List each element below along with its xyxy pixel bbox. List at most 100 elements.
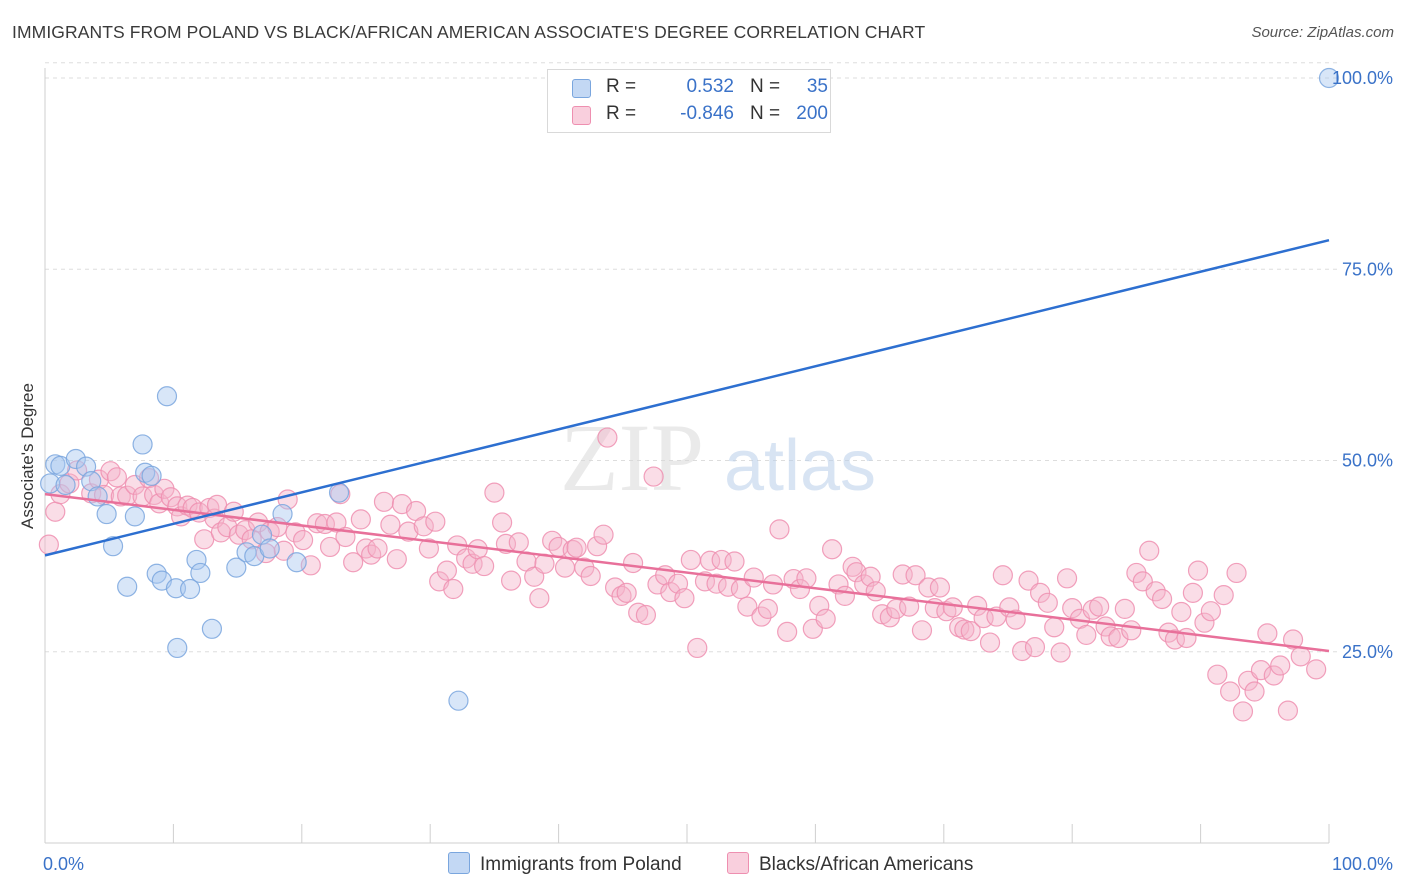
trend-line-poland — [44, 238, 1330, 557]
black-point-109 — [724, 551, 745, 572]
poland-point-8 — [96, 503, 117, 525]
black-point-65 — [443, 578, 464, 600]
black-point-105 — [700, 550, 721, 571]
black-point-182 — [1187, 560, 1209, 581]
black-point-117 — [777, 621, 798, 642]
legend-r-label: R = — [606, 76, 637, 97]
black-point-95 — [635, 604, 657, 626]
black-point-61 — [418, 538, 440, 559]
chart-title: IMMIGRANTS FROM POLAND VS BLACK/AFRICAN … — [12, 22, 926, 42]
black-point-167 — [1095, 616, 1116, 637]
black-point-124 — [821, 539, 843, 560]
black-point-60 — [413, 516, 434, 537]
black-point-89 — [597, 427, 618, 448]
black-point-86 — [580, 565, 601, 587]
black-point-161 — [1056, 568, 1078, 589]
trend-lines — [44, 238, 1330, 653]
black-point-160 — [1050, 642, 1071, 663]
black-point-189 — [1232, 701, 1254, 722]
black-point-199 — [1306, 659, 1327, 680]
black-point-184 — [1200, 601, 1221, 622]
black-point-197 — [1282, 629, 1304, 650]
trend-line-black — [44, 492, 1330, 653]
black-point-1 — [45, 501, 66, 522]
black-point-176 — [1151, 588, 1173, 610]
black-point-102 — [680, 549, 701, 571]
black-point-154 — [1012, 640, 1033, 662]
black-point-107 — [711, 549, 732, 571]
axes — [44, 68, 1330, 844]
black-point-171 — [1121, 620, 1142, 641]
black-point-191 — [1244, 681, 1265, 702]
series-legend-label-poland: Immigrants from Poland — [480, 854, 682, 875]
black-point-158 — [1037, 592, 1058, 613]
black-point-159 — [1044, 617, 1065, 638]
black-point-181 — [1182, 582, 1203, 603]
black-point-88 — [593, 524, 614, 545]
black-point-94 — [628, 602, 649, 623]
black-point-80 — [542, 530, 563, 551]
black-point-58 — [398, 521, 419, 542]
black-point-62 — [425, 511, 446, 532]
poland-point-18 — [165, 578, 187, 599]
black-point-54 — [373, 491, 395, 512]
black-point-168 — [1100, 626, 1121, 647]
legend-r-value: 0.532 — [686, 76, 734, 97]
black-point-92 — [616, 582, 637, 603]
black-point-139 — [918, 577, 939, 598]
black-point-28 — [210, 522, 232, 543]
black-point-122 — [809, 595, 830, 616]
watermark: ZIP atlas — [560, 404, 876, 511]
black-point-74 — [500, 570, 522, 591]
black-point-8 — [100, 461, 121, 482]
legend-n-label: N = — [750, 103, 781, 124]
y-tick-label-3: 100.0% — [1332, 68, 1393, 88]
black-point-47 — [330, 484, 351, 505]
black-point-6 — [88, 469, 110, 490]
black-point-78 — [529, 588, 550, 609]
black-point-52 — [361, 544, 382, 565]
black-point-10 — [110, 486, 131, 507]
poland-point-19 — [167, 637, 188, 659]
black-point-174 — [1139, 540, 1160, 561]
black-point-120 — [796, 568, 817, 589]
black-point-50 — [350, 509, 371, 530]
black-point-183 — [1194, 612, 1215, 633]
black-point-112 — [743, 567, 764, 588]
legend-n-value: 35 — [806, 76, 828, 97]
black-point-82 — [554, 557, 576, 578]
black-point-193 — [1257, 623, 1278, 644]
poland-point-9 — [102, 536, 124, 557]
correlation-legend: R = 0.532 N = 35 R = -0.846 N = 200 — [547, 69, 831, 133]
black-point-179 — [1171, 601, 1192, 623]
black-point-70 — [474, 555, 495, 577]
black-point-106 — [706, 573, 727, 594]
black-point-153 — [1005, 609, 1026, 630]
black-point-125 — [828, 574, 849, 595]
black-point-136 — [899, 596, 920, 617]
black-point-155 — [1018, 570, 1039, 591]
legend-swatch-black — [572, 106, 591, 125]
poland-point-7 — [87, 486, 108, 507]
watermark-atlas: atlas — [724, 426, 876, 506]
black-point-114 — [757, 598, 778, 620]
poland-point-4 — [65, 448, 86, 470]
black-point-127 — [842, 556, 863, 577]
black-point-196 — [1277, 700, 1299, 721]
legend-n-label: N = — [750, 76, 781, 97]
black-point-146 — [960, 620, 981, 642]
legend-r-label: R = — [606, 103, 637, 124]
black-point-194 — [1263, 665, 1284, 686]
black-point-142 — [936, 601, 957, 622]
series-immigrants-from-poland-points — [40, 67, 1340, 711]
black-point-55 — [380, 514, 401, 535]
black-point-185 — [1207, 664, 1228, 685]
black-point-192 — [1250, 660, 1272, 681]
poland-point-28 — [259, 538, 280, 559]
poland-point-15 — [146, 563, 167, 584]
black-point-164 — [1076, 624, 1097, 646]
x-tick-label-0: 0.0% — [43, 854, 84, 874]
black-point-162 — [1062, 598, 1083, 619]
series-legend-swatch-poland — [448, 852, 470, 874]
